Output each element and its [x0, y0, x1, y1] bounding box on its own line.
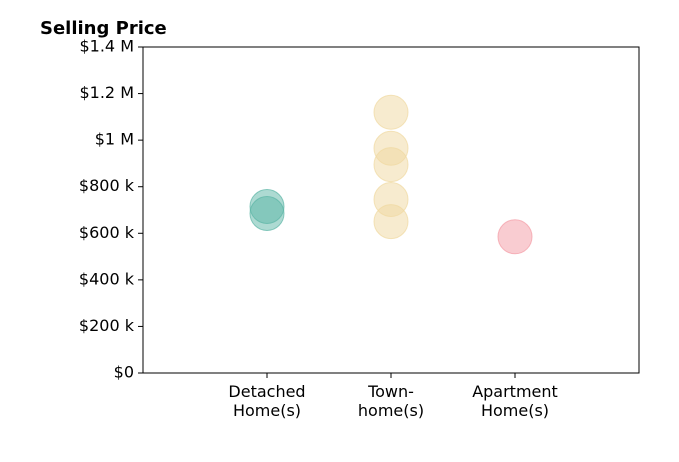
y-tick-label: $400 k	[79, 269, 135, 288]
point	[373, 204, 409, 240]
y-tick-label: $1 M	[95, 130, 134, 149]
x-tick-label: Apartment Home(s)	[472, 382, 558, 420]
y-tick-label: $1.2 M	[79, 83, 134, 102]
y-tick-label: $1.4 M	[79, 37, 134, 56]
point	[249, 195, 285, 231]
point	[497, 219, 533, 255]
y-tick-label: $800 k	[79, 176, 135, 195]
y-tick-label: $0	[114, 363, 134, 382]
chart-title: Selling Price	[40, 18, 167, 39]
x-tick-label: Town- home(s)	[357, 382, 425, 420]
point	[373, 94, 409, 130]
point	[373, 147, 409, 183]
y-tick-label: $600 k	[79, 223, 135, 242]
y-tick-label: $200 k	[79, 316, 135, 335]
x-tick-label: Detached Home(s)	[228, 382, 306, 420]
